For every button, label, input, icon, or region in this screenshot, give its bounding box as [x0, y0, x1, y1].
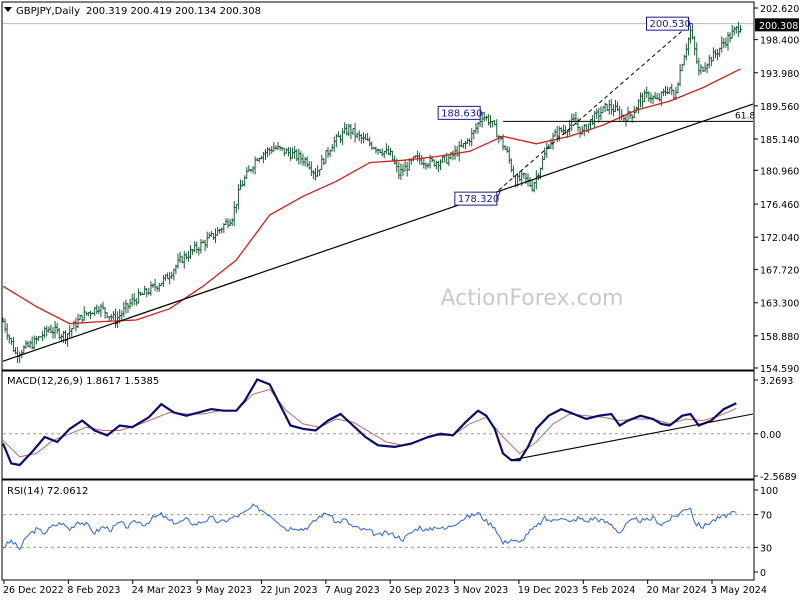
price-y-tick-label: 172.040 [760, 233, 799, 244]
x-tick-label: 22 Jun 2023 [260, 585, 317, 596]
price-annotation: 188.630 [437, 105, 485, 120]
ohlc-values: 200.319 200.419 200.134 200.308 [86, 6, 261, 17]
macd-y-tick-label: 0.00 [760, 430, 781, 441]
x-tick-label: 8 Feb 2023 [67, 585, 120, 596]
price-y-tick-label: 189.560 [760, 102, 799, 113]
x-tick-label: 3 Nov 2023 [454, 585, 509, 596]
annotation-leader [496, 189, 502, 199]
x-tick-label: 24 Mar 2023 [132, 585, 192, 596]
x-tick-label: 9 May 2023 [196, 585, 252, 596]
annotation-label: 178.320 [458, 194, 499, 205]
macd-y-axis: 3.2693 0.00 -2.5689 [754, 376, 797, 483]
price-y-tick-label: 167.720 [760, 266, 799, 277]
rsi-plot [2, 503, 753, 551]
macd-line [1, 378, 737, 467]
price-annotation: 200.530 [646, 16, 693, 31]
current-price-box [755, 18, 799, 32]
price-panel-frame [1, 1, 755, 371]
price-y-tick-label: 185.140 [760, 135, 799, 146]
annotation-label: 188.630 [441, 108, 482, 119]
dropdown-triangle-icon[interactable] [4, 7, 12, 12]
x-tick-label: 7 Aug 2023 [325, 585, 380, 596]
price-annotation: 178.320 [454, 189, 502, 206]
macd-panel-frame [1, 370, 755, 480]
projection-dashed-line [498, 23, 691, 191]
price-trendline [2, 103, 754, 362]
rsi-panel-frame [1, 479, 755, 581]
rsi-title: RSI(14) 72.0612 [7, 486, 88, 497]
current-price-label: 200.308 [759, 21, 798, 32]
symbol-title: GBPJPY,Daily [16, 6, 80, 17]
fib-618-label: 61.8 [735, 111, 755, 121]
price-y-tick-label: 158.880 [760, 332, 799, 343]
x-tick-label: 3 May 2024 [711, 585, 767, 596]
price-y-tick-label: 180.960 [760, 166, 799, 177]
watermark-text: ActionForex.com [441, 286, 624, 311]
x-tick-label: 19 Dec 2023 [518, 585, 579, 596]
macd-y-tick-label: 3.2693 [760, 376, 793, 387]
ema-line [2, 68, 741, 325]
price-plot: 61.8 200.530 188.630 178.320 [1, 16, 755, 364]
macd-y-tick-label: -2.5689 [760, 472, 797, 483]
rsi-y-tick-label: 0 [760, 568, 766, 579]
price-y-tick-label: 176.460 [760, 200, 799, 211]
macd-trendline [511, 413, 754, 461]
x-tick-label: 26 Dec 2022 [3, 585, 64, 596]
rsi-y-tick-label: 70 [760, 511, 772, 522]
price-y-tick-label: 202.620 [760, 4, 799, 15]
macd-plot [1, 378, 754, 467]
rsi-line [2, 503, 737, 551]
rsi-y-tick-label: 30 [760, 543, 772, 554]
price-y-tick-label: 163.300 [760, 299, 799, 310]
price-y-axis: 202.620 198.400 193.980 189.560 185.140 180.9… [754, 4, 799, 375]
annotation-label: 200.530 [650, 19, 691, 30]
price-y-tick-label: 198.400 [760, 36, 799, 47]
rsi-y-axis: 100 70 30 0 [754, 486, 778, 579]
x-tick-label: 20 Mar 2024 [647, 585, 707, 596]
price-y-tick-label: 154.590 [760, 364, 799, 375]
macd-title: MACD(12,26,9) 1.8617 1.5385 [7, 376, 159, 387]
price-y-tick-label: 193.980 [760, 69, 799, 80]
rsi-y-tick-label: 100 [760, 486, 778, 497]
x-axis: 26 Dec 2022 8 Feb 2023 24 Mar 2023 9 May 20… [3, 580, 767, 596]
x-tick-label: 5 Feb 2024 [582, 585, 635, 596]
x-tick-label: 20 Sep 2023 [389, 585, 449, 596]
price-bar [738, 25, 743, 33]
